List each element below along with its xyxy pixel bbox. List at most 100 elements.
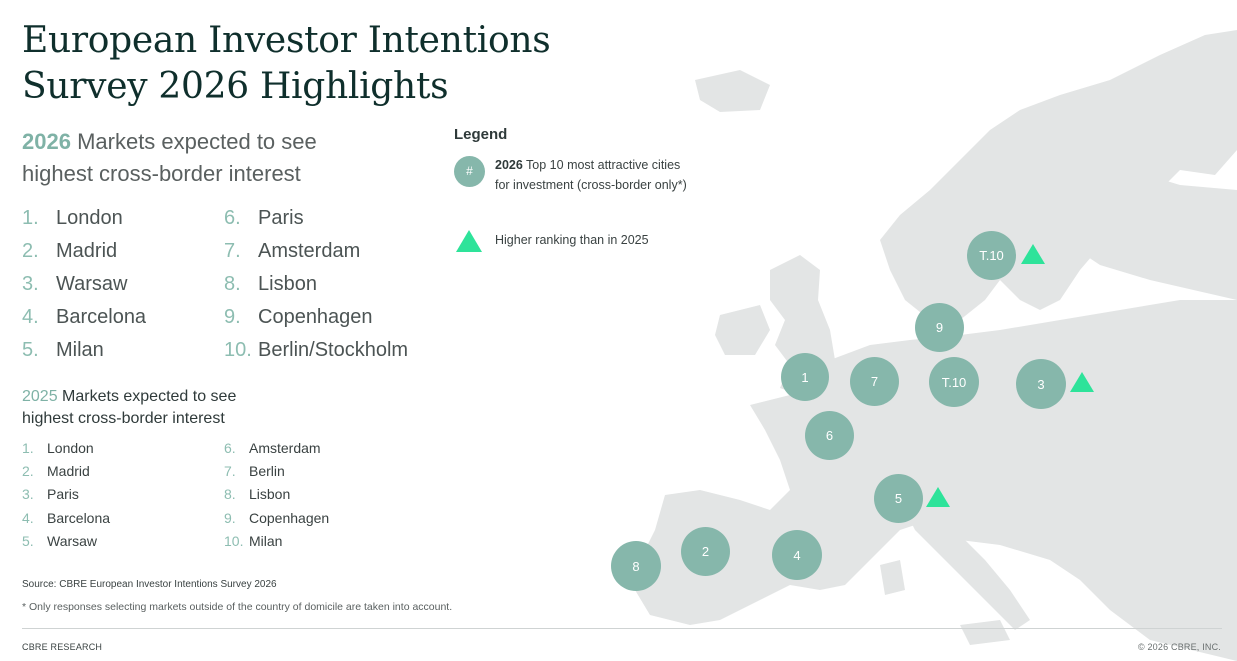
city-name: Paris [258, 207, 304, 229]
map-marker-lisbon: 8 [611, 541, 661, 591]
city-name: Madrid [47, 463, 90, 480]
legend-marker-description: Top 10 most attractive cities for invest… [495, 158, 687, 192]
markets-2025-year: 2025 [22, 388, 58, 405]
city-name: Warsaw [47, 532, 98, 549]
rank-number: 10. [224, 532, 244, 549]
city-name: Paris [47, 486, 79, 503]
rank-number: 4. [22, 306, 39, 328]
markets-2026-list-col1: 1. London 2. Madrid 3. Warsaw 4. Barcelona 5… [22, 202, 146, 367]
legend-title: Legend [454, 126, 508, 143]
list-item: 9. Copenhagen [224, 301, 408, 334]
list-item: 8. Lisbon [224, 483, 329, 506]
rank-number: 4. [22, 509, 34, 526]
list-item: 9. Copenhagen [224, 507, 329, 530]
list-item: 2. Madrid [22, 460, 110, 483]
map-marker-barcelona: 4 [772, 530, 822, 580]
map-marker-paris: 6 [805, 411, 854, 460]
triangle-up-icon [1021, 244, 1045, 264]
markets-2026-heading-line1: 2026 Markets expected to see [22, 126, 317, 158]
list-item: 3. Warsaw [22, 268, 146, 301]
markets-2026-heading-rest: Markets expected to see [70, 129, 317, 154]
map-marker-warsaw: 3 [1016, 359, 1066, 409]
legend-marker-year: 2026 [495, 158, 523, 172]
markets-2025-heading: 2025 Markets expected to see highest cro… [22, 386, 236, 430]
list-item: 7. Berlin [224, 460, 329, 483]
markets-2025-heading-line2: highest cross-border interest [22, 410, 225, 427]
rank-number: 10. [224, 339, 252, 361]
city-name: London [47, 440, 94, 456]
markets-2025-list-col1: 1. London 2. Madrid 3. Paris 4. Barcelona 5.… [22, 437, 110, 553]
list-item: 2. Madrid [22, 235, 146, 268]
footer-divider [22, 628, 1222, 629]
list-item: 1. London [22, 202, 146, 235]
rank-number: 6. [224, 440, 236, 456]
rank-number: 1. [22, 207, 39, 229]
rank-number: 8. [224, 273, 241, 295]
map-marker-stockholm: T.10 [967, 231, 1016, 280]
city-name: Copenhagen [249, 509, 330, 526]
list-item: 3. Paris [22, 483, 110, 506]
city-name: London [56, 207, 123, 229]
legend-marker-icon: # [454, 156, 485, 187]
city-name: Milan [249, 532, 283, 549]
map-marker-amsterdam: 7 [850, 357, 899, 406]
city-name: Berlin [249, 463, 285, 480]
list-item: 4. Barcelona [22, 507, 110, 530]
rank-number: 9. [224, 306, 241, 328]
city-name: Copenhagen [258, 306, 373, 328]
city-name: Berlin/Stockholm [258, 339, 409, 361]
city-name: Warsaw [56, 273, 128, 295]
footer-brand: CBRE RESEARCH [22, 642, 103, 652]
markets-2025-heading-rest: Markets expected to see [57, 388, 237, 405]
markets-2026-heading-line2: highest cross-border interest [22, 161, 301, 186]
list-item: 1. London [22, 437, 110, 460]
map-marker-copenhagen: 9 [915, 303, 964, 352]
rank-number: 9. [224, 509, 236, 526]
markets-2026-year: 2026 [22, 129, 71, 154]
markets-2026-list-col2: 6. Paris 7. Amsterdam 8. Lisbon 9. Copenhage… [224, 202, 408, 367]
rank-number: 3. [22, 486, 34, 503]
source-note: Source: CBRE European Investor Intention… [22, 579, 277, 590]
city-name: Milan [56, 339, 104, 361]
rank-number: 5. [22, 339, 39, 361]
rank-number: 7. [224, 463, 236, 480]
triangle-up-icon [456, 230, 482, 252]
city-name: Barcelona [47, 509, 111, 526]
rank-number: 7. [224, 240, 241, 262]
rank-number: 5. [22, 532, 34, 549]
city-name: Amsterdam [249, 440, 321, 456]
page-title: European Investor Intentions Survey 2026… [22, 18, 551, 110]
list-item: 10. Berlin/Stockholm [224, 334, 408, 367]
footer-copyright: © 2026 CBRE, INC. [1137, 642, 1221, 652]
list-item: 8. Lisbon [224, 268, 408, 301]
city-name: Madrid [56, 240, 118, 262]
city-name: Barcelona [56, 306, 147, 328]
rank-number: 8. [224, 486, 236, 503]
markets-2026-heading: 2026 Markets expected to see highest cro… [22, 126, 317, 190]
map-marker-london: 1 [781, 353, 829, 401]
list-item: 10. Milan [224, 530, 329, 553]
rank-number: 3. [22, 273, 39, 295]
map-marker-berlin: T.10 [929, 357, 979, 407]
city-name: Lisbon [258, 273, 317, 295]
footnote: * Only responses selecting markets outsi… [22, 601, 453, 613]
list-item: 6. Paris [224, 202, 408, 235]
rank-number: 2. [22, 463, 34, 480]
triangle-up-icon [926, 487, 950, 507]
legend-triangle-text: Higher ranking than in 2025 [495, 233, 649, 247]
legend-marker-text: 2026 Top 10 most attractive cities for i… [495, 155, 695, 195]
list-item: 5. Warsaw [22, 530, 110, 553]
rank-number: 1. [22, 440, 34, 456]
page-title-line1: European Investor Intentions [22, 20, 551, 61]
markets-2025-heading-line1: 2025 Markets expected to see [22, 386, 236, 408]
rank-number: 2. [22, 240, 39, 262]
list-item: 4. Barcelona [22, 301, 146, 334]
list-item: 5. Milan [22, 334, 146, 367]
page-title-line2: Survey 2026 Highlights [22, 66, 449, 107]
markets-2025-list-col2: 6. Amsterdam 7. Berlin 8. Lisbon 9. Copenhag… [224, 437, 329, 553]
list-item: 6. Amsterdam [224, 437, 329, 460]
europe-map [635, 30, 1237, 661]
city-name: Lisbon [249, 486, 291, 503]
list-item: 7. Amsterdam [224, 235, 408, 268]
city-name: Amsterdam [258, 240, 361, 262]
